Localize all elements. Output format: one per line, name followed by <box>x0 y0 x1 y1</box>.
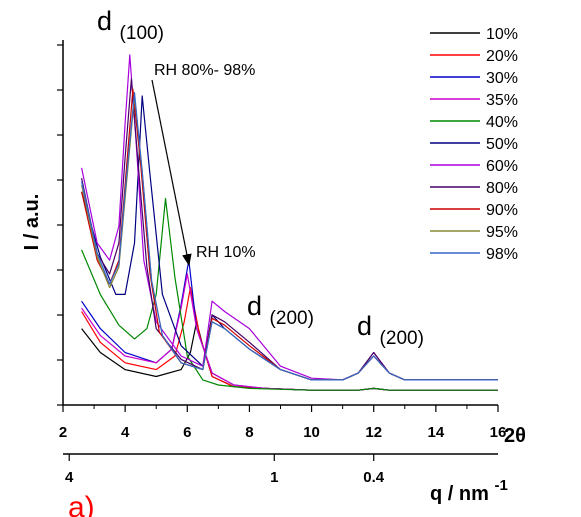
legend-item: 40% <box>430 114 518 131</box>
annotation-rh-high: RH 80%- 98% <box>154 62 255 79</box>
x-tick-label: 8 <box>245 424 253 441</box>
legend-label: 60% <box>486 158 518 175</box>
series-line-10 <box>81 91 498 381</box>
legend-label: 50% <box>486 136 518 153</box>
legend-item: 95% <box>430 224 518 241</box>
annotation-d200-left: d (200) <box>247 291 314 329</box>
rh-shift-arrow <box>151 79 192 267</box>
legend-item: 90% <box>430 202 518 219</box>
y-axis-title: I / a.u. <box>21 194 43 251</box>
legend-label: 20% <box>486 48 518 65</box>
series-line-1 <box>81 287 498 391</box>
legend-label: 90% <box>486 202 518 219</box>
x-tick-label: 10 <box>303 424 320 441</box>
annotation-d100: d (100) <box>97 6 164 44</box>
annotation-rh-low: RH 10% <box>196 244 256 261</box>
legend-label: 98% <box>486 246 518 263</box>
legend-item: 35% <box>430 92 518 109</box>
annotation-d100-main: d <box>97 6 112 36</box>
series-lines <box>81 54 498 391</box>
x-axis-title-2theta: 2θ <box>504 425 526 447</box>
x-tick-label: 6 <box>183 424 191 441</box>
q-tick-label: 4 <box>65 469 74 486</box>
x-tick-label: 2 <box>59 424 67 441</box>
annotation-d200-right-sub: (200) <box>380 328 424 349</box>
x-axis-title-q: q / nm -1 <box>430 477 508 505</box>
q-tick-label: 0.4 <box>363 469 385 486</box>
panel-label: a) <box>68 491 95 517</box>
legend-label: 80% <box>486 180 518 197</box>
legend-label: 35% <box>486 92 518 109</box>
x-tick-label: 4 <box>121 424 130 441</box>
q-tick-label: 1 <box>270 469 278 486</box>
annotation-d100-sub: (100) <box>120 23 164 44</box>
series-line-7 <box>81 78 498 381</box>
x-tick-label: 16 <box>490 424 507 441</box>
legend-label: 30% <box>486 70 518 87</box>
legend-item: 98% <box>430 246 518 263</box>
legend-item: 10% <box>430 26 518 43</box>
legend-label: 40% <box>486 114 518 131</box>
legend-label: 95% <box>486 224 518 241</box>
q-axis-title-main: q / nm <box>430 483 489 505</box>
x-axis-ticks: 2 4 6 8 10 12 14 16 <box>59 405 507 441</box>
x-tick-label: 14 <box>428 424 445 441</box>
annotation-d200-right: d (200) <box>357 311 424 349</box>
legend: 10% 20% 30% 35% 40% 50% 60% 80% 90% 95% 98% <box>430 26 518 263</box>
annotation-d200-right-main: d <box>357 311 372 341</box>
q-axis-title-sup: -1 <box>494 477 507 494</box>
legend-item: 80% <box>430 180 518 197</box>
legend-item: 30% <box>430 70 518 87</box>
legend-item: 20% <box>430 48 518 65</box>
legend-label: 10% <box>486 26 518 43</box>
series-line-4 <box>81 198 498 391</box>
x-tick-label: 12 <box>365 424 382 441</box>
annotation-d200-left-main: d <box>247 291 262 321</box>
legend-item: 60% <box>430 158 518 175</box>
legend-item: 50% <box>430 136 518 153</box>
y-axis-ticks <box>57 44 63 406</box>
q-axis-ticks: 4 1 0.4 <box>65 454 385 486</box>
annotation-d200-left-sub: (200) <box>270 308 314 329</box>
